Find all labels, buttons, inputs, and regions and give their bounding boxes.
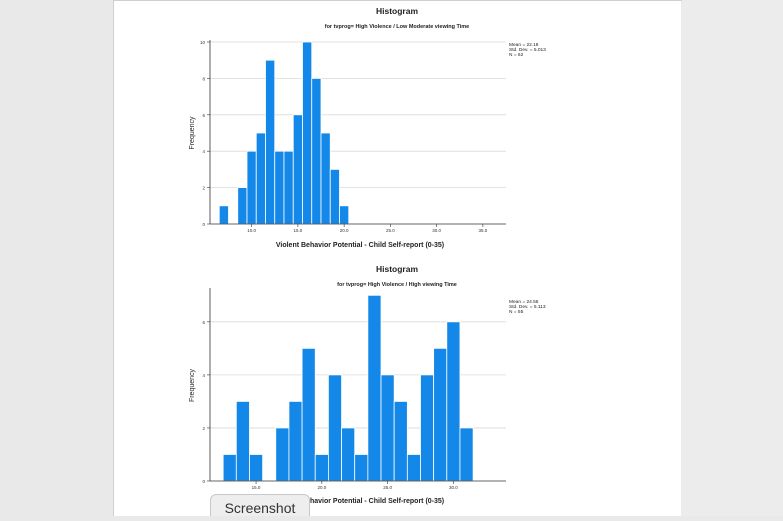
y-axis-label: Frequency [189,368,196,402]
histogram-bar [327,374,342,482]
chart-subtitle: for tvprog= High Violence / Low Moderate… [325,24,470,30]
y-tick-label: 6 [202,320,205,325]
histogram-bar [354,454,369,482]
chart-subtitle: for tvprog= High Violence / High viewing… [337,282,457,288]
histogram-bar [275,427,290,482]
legend-n: N = 55 [509,309,524,315]
right-margin [681,0,783,516]
histogram-bar [420,374,435,482]
histogram-bar [222,454,237,482]
histogram-bar [274,150,285,225]
screenshot-tab[interactable]: Screenshot [210,494,310,516]
histogram-bar [218,205,229,225]
y-tick-label: 2 [202,426,205,431]
x-tick-label: 20.0 [340,228,349,233]
histogram-bar [301,347,316,482]
histogram-bar [446,321,461,482]
histogram-bar [380,374,395,482]
x-tick-label: 10.0 [247,228,256,233]
histogram-bar [255,132,266,225]
x-tick-label: 25.0 [383,485,392,490]
top-border [113,0,682,1]
histogram-bar [237,187,248,225]
y-axis-label: Frequency [189,116,196,150]
histogram-bar [311,78,322,225]
x-axis-label: Violent Behavior Potential - Child Self-… [276,498,444,505]
x-tick-label: 30.0 [432,228,441,233]
x-tick-label: 25.0 [386,228,395,233]
y-tick-label: 2 [202,186,205,191]
histogram-bar [433,347,448,482]
histogram-bar [314,454,329,482]
legend-std: Std. Dev. = 5.013 [509,47,546,53]
histogram-bar [393,401,408,482]
histogram-bar [341,427,356,482]
y-tick-label: 6 [202,113,205,118]
histogram-bar [235,401,250,482]
x-tick-label: 35.0 [478,228,487,233]
histogram-bar [339,205,350,225]
histogram-bar [265,59,276,225]
histogram-bar [320,132,331,225]
legend-mean: Mean = 22.18 [509,42,539,48]
chart-title: Histogram [376,6,418,16]
legend-std: Std. Dev. = 5.113 [509,304,546,310]
histogram-bar [249,454,264,482]
histogram-bar [406,454,421,482]
y-tick-label: 4 [202,373,205,378]
y-tick-label: 8 [202,76,205,81]
histogram-bar [329,168,340,225]
histogram-bar [367,294,382,482]
histogram-bar [283,150,294,225]
y-tick-label: 10 [200,40,206,45]
x-tick-label: 15.0 [293,228,302,233]
histogram-bar [302,41,313,225]
legend-mean: Mean = 24.56 [509,299,539,305]
x-tick-label: 20.0 [317,485,326,490]
x-tick-label: 30.0 [449,485,458,490]
y-tick-label: 4 [202,149,205,154]
x-tick-label: 15.0 [252,485,261,490]
histogram-bar [246,150,257,225]
histogram-bar [288,401,303,482]
x-axis-label: Violent Behavior Potential - Child Self-… [276,242,444,249]
histogram-bar [459,427,474,482]
chart-title: Histogram [376,264,418,274]
y-tick-label: 0 [202,222,205,227]
legend-n: N = 62 [509,52,524,58]
histogram-bar [292,114,303,225]
y-tick-label: 0 [202,479,205,484]
